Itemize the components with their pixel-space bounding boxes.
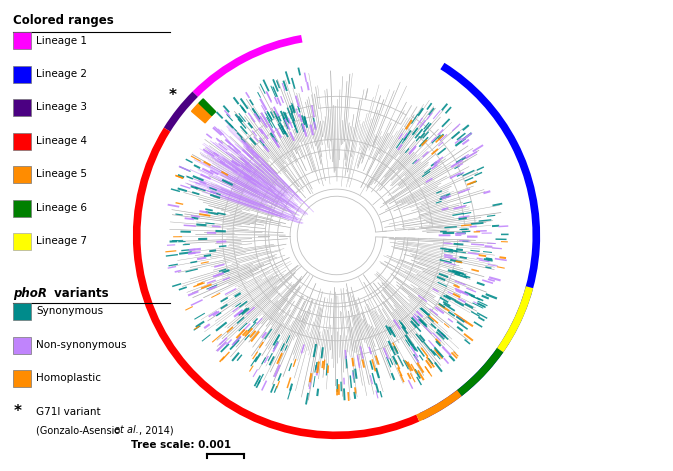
Text: G71I variant: G71I variant (36, 406, 101, 417)
Text: Lineage 6: Lineage 6 (36, 203, 87, 213)
Text: Colored ranges: Colored ranges (13, 14, 114, 27)
Text: phoR: phoR (13, 287, 47, 300)
Polygon shape (192, 103, 211, 123)
Text: Non-synonymous: Non-synonymous (36, 340, 127, 350)
Text: *: * (168, 88, 176, 103)
Text: Lineage 4: Lineage 4 (36, 136, 87, 146)
Text: *: * (13, 404, 22, 419)
Text: Lineage 3: Lineage 3 (36, 102, 87, 113)
Polygon shape (199, 99, 215, 115)
Text: et al.: et al. (114, 425, 139, 435)
Text: Lineage 1: Lineage 1 (36, 35, 87, 46)
Text: Synonymous: Synonymous (36, 306, 104, 317)
Text: Lineage 5: Lineage 5 (36, 169, 87, 179)
Text: Lineage 7: Lineage 7 (36, 236, 87, 246)
Text: variants: variants (50, 287, 109, 300)
Text: Homoplastic: Homoplastic (36, 373, 102, 383)
Text: Lineage 2: Lineage 2 (36, 69, 87, 79)
Text: (Gonzalo-Asensio: (Gonzalo-Asensio (36, 425, 124, 435)
Text: Tree scale: 0.001: Tree scale: 0.001 (131, 440, 232, 450)
Text: , 2014): , 2014) (139, 425, 173, 435)
